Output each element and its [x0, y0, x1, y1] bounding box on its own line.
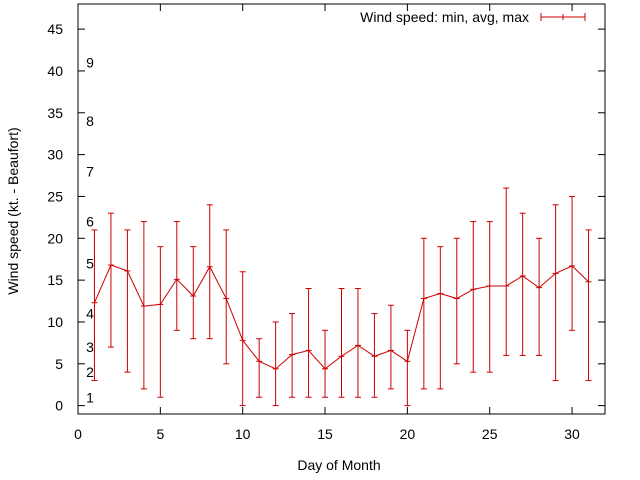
y-tick-label: 0	[55, 398, 63, 414]
y-tick-label: 10	[47, 314, 63, 330]
y-tick-label: 35	[47, 105, 63, 121]
beaufort-label: 5	[86, 255, 94, 271]
wind-speed-series	[91, 187, 592, 407]
x-tick-label: 20	[400, 426, 416, 442]
plot-border	[77, 3, 606, 415]
beaufort-label: 2	[86, 364, 94, 380]
y-tick-label: 30	[47, 147, 63, 163]
avg-line	[94, 264, 589, 370]
beaufort-label: 1	[86, 389, 94, 405]
y-tick-label: 15	[47, 272, 63, 288]
x-tick-label: 0	[74, 426, 82, 442]
y-axis-label: Wind speed (kt. - Beaufort)	[5, 127, 21, 294]
x-axis: 0 5 10 15 20 25 30	[74, 4, 580, 442]
beaufort-label: 3	[86, 339, 94, 355]
beaufort-label: 4	[86, 306, 94, 322]
beaufort-label: 8	[86, 113, 94, 129]
x-tick-label: 5	[156, 426, 164, 442]
beaufort-label: 6	[86, 214, 94, 230]
x-tick-label: 25	[482, 426, 498, 442]
y-tick-label: 20	[47, 230, 63, 246]
y-tick-label: 25	[47, 188, 63, 204]
beaufort-scale-labels: 1 2 3 4 5 6 7 8 9	[86, 55, 94, 406]
x-tick-label: 30	[564, 426, 580, 442]
y-tick-label: 40	[47, 63, 63, 79]
x-tick-label: 10	[235, 426, 251, 442]
legend-label: Wind speed: min, avg, max	[360, 9, 529, 25]
x-tick-label: 15	[317, 426, 333, 442]
x-axis-label: Day of Month	[297, 457, 380, 473]
beaufort-label: 9	[86, 55, 94, 71]
beaufort-label: 7	[86, 163, 94, 179]
legend: Wind speed: min, avg, max	[360, 9, 586, 25]
y-tick-label: 5	[55, 356, 63, 372]
y-tick-label: 45	[47, 21, 63, 37]
plot-frame	[77, 3, 606, 415]
